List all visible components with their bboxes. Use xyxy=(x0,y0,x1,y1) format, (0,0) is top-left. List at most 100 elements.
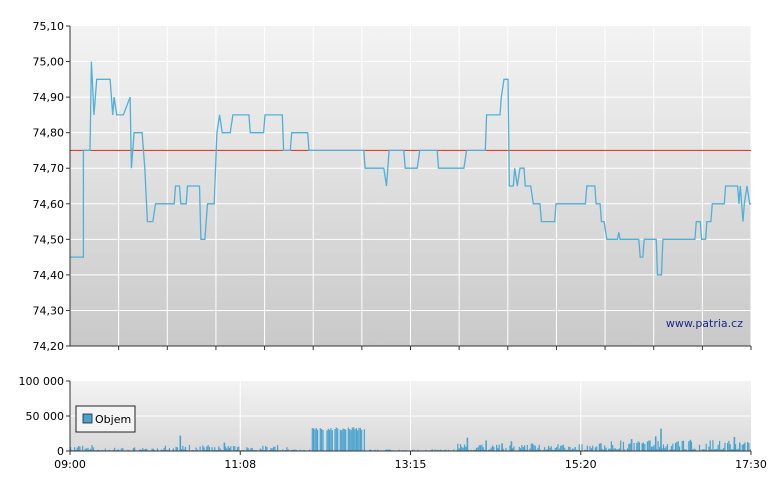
volume-bar xyxy=(744,442,746,451)
volume-bar xyxy=(351,427,353,451)
volume-bar xyxy=(214,447,216,451)
volume-bar xyxy=(431,449,434,451)
volume-bar xyxy=(557,444,559,451)
volume-bar xyxy=(207,445,209,451)
volume-bar xyxy=(327,428,329,451)
volume-bar xyxy=(361,429,363,451)
volume-bar xyxy=(501,443,503,451)
volume-bar xyxy=(714,449,717,451)
volume-bar xyxy=(602,449,604,451)
volume-bar xyxy=(445,449,447,451)
volume-bar xyxy=(630,439,633,451)
volume-bar xyxy=(282,449,284,451)
volume-bar xyxy=(570,449,572,451)
volume-bar xyxy=(224,446,227,451)
volume-bar xyxy=(462,447,464,451)
volume-bar xyxy=(702,449,705,451)
volume-bar xyxy=(616,449,618,451)
volume-bar xyxy=(576,449,578,451)
volume-bar xyxy=(670,445,673,451)
volume-bar xyxy=(487,449,490,451)
volume-bar xyxy=(704,449,706,451)
volume-bar xyxy=(637,441,639,451)
volume-bar xyxy=(347,427,349,451)
volume-bar xyxy=(553,449,555,451)
axes xyxy=(69,26,751,452)
volume-bar xyxy=(596,446,598,451)
volume-bar xyxy=(457,443,459,451)
volume-bar xyxy=(689,439,692,451)
volume-bar xyxy=(644,444,646,451)
volume-bar xyxy=(584,449,586,451)
volume-bar xyxy=(156,448,158,451)
volume-bar xyxy=(459,444,462,451)
volume-bar xyxy=(662,444,665,451)
volume-bar xyxy=(736,449,738,451)
x-tick-label: 17:30 xyxy=(735,458,767,471)
volume-bar xyxy=(291,449,293,451)
volume-bars xyxy=(70,427,751,451)
volume-bar xyxy=(295,449,297,451)
volume-bar xyxy=(705,443,707,451)
volume-bar xyxy=(709,440,711,451)
volume-bar xyxy=(293,449,295,451)
volume-bar xyxy=(566,449,568,451)
volume-bar xyxy=(262,445,264,451)
volume-bar xyxy=(628,444,630,451)
volume-bar xyxy=(377,449,379,451)
y-tick-label: 75,00 xyxy=(33,56,65,69)
volume-bar xyxy=(374,449,376,451)
volume-bar xyxy=(259,448,261,451)
volume-bar xyxy=(218,446,220,451)
volume-bar xyxy=(172,448,174,451)
volume-bar xyxy=(510,441,513,451)
volume-bar xyxy=(536,449,538,451)
volume-bar xyxy=(179,435,182,451)
volume-bar xyxy=(108,449,110,451)
volume-bar xyxy=(492,445,494,451)
volume-bar xyxy=(363,429,365,451)
volume-bar xyxy=(139,449,141,451)
volume-bar xyxy=(589,446,591,451)
volume-bar xyxy=(226,448,228,451)
volume-bar xyxy=(144,449,146,451)
time-x-ticks: 09:00 11:08 13:15 15:20 17:30 xyxy=(54,451,767,471)
volume-bar xyxy=(118,449,120,451)
volume-bar xyxy=(447,449,450,451)
volume-bar xyxy=(273,446,275,451)
legend-swatch-icon xyxy=(82,413,93,424)
volume-bar xyxy=(475,447,478,451)
volume-bar xyxy=(601,448,603,451)
volume-bar xyxy=(550,446,552,451)
volume-bar xyxy=(694,449,697,451)
volume-bar xyxy=(463,444,466,451)
volume-bar xyxy=(434,449,436,451)
volume-bar xyxy=(387,449,389,451)
volume-bar xyxy=(574,447,576,451)
volume-bar xyxy=(152,448,154,451)
y-tick-label: 100 000 xyxy=(19,375,65,388)
volume-bar xyxy=(586,445,588,451)
volume-bar xyxy=(122,448,124,451)
volume-bar xyxy=(164,445,166,451)
volume-bar xyxy=(474,449,476,451)
volume-bar xyxy=(353,427,355,451)
volume-bar xyxy=(685,449,687,451)
y-tick-label: 74,30 xyxy=(33,304,65,317)
volume-bar xyxy=(70,447,72,451)
volume-bar xyxy=(219,448,221,451)
volume-bar xyxy=(482,447,484,451)
volume-bar xyxy=(594,447,596,451)
volume-bar xyxy=(467,449,470,451)
volume-bar xyxy=(84,448,86,451)
volume-bar xyxy=(206,446,208,451)
volume-bar xyxy=(577,449,579,451)
volume-bar xyxy=(600,443,602,451)
volume-grid xyxy=(70,381,751,451)
volume-bar xyxy=(311,428,313,451)
volume-bar xyxy=(270,448,272,451)
volume-y-ticks: 100 000 50 000 0 xyxy=(19,375,70,458)
volume-bar xyxy=(624,449,626,451)
volume-bar xyxy=(664,448,666,451)
volume-bar xyxy=(341,430,343,451)
